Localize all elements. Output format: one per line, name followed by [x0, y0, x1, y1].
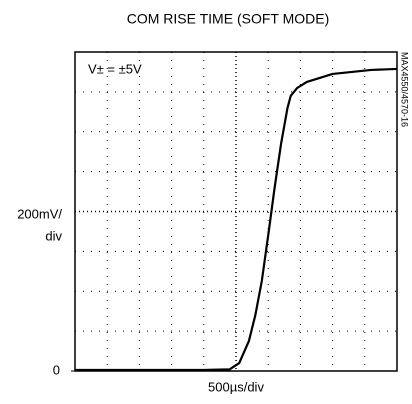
y-tick-label: 0 [53, 362, 60, 377]
y-axis-label: div [45, 228, 62, 243]
annotation: V± = ±5V [88, 61, 142, 76]
figure-id: MAX4550/4570-16 [400, 52, 410, 127]
x-axis-label: 500µs/div [208, 379, 264, 394]
y-axis-label: 200mV/ [17, 206, 62, 221]
trace [75, 67, 398, 372]
chart-title: COM RISE TIME (SOFT MODE) [127, 11, 330, 27]
